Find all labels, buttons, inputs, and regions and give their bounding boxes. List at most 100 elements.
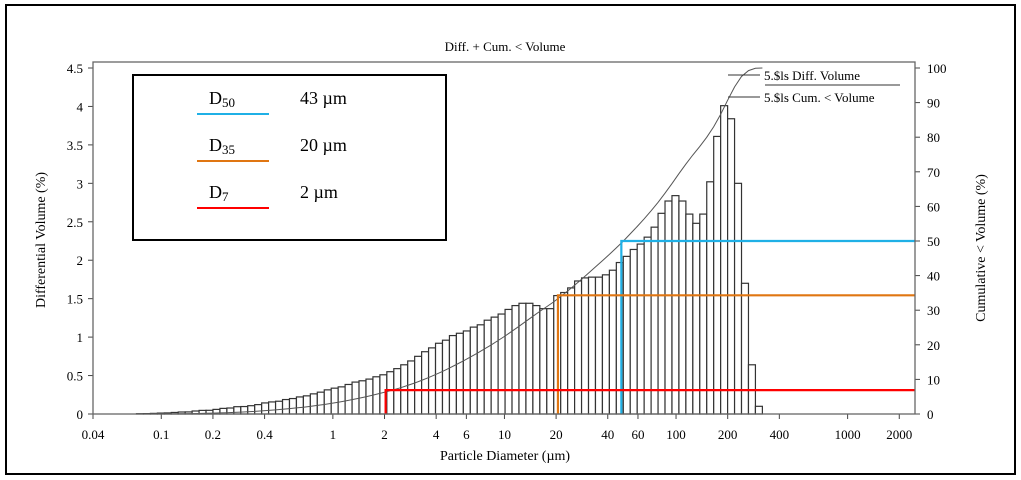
histogram-bar [414,355,423,415]
histogram-bar [490,316,499,415]
y-tick-label: 3 [77,176,84,191]
histogram-bar [261,402,270,415]
y-tick-label: 2 [77,253,84,268]
cumulative-curve [136,67,763,415]
x-tick-label: 6 [463,427,470,442]
histogram-bar [344,383,353,415]
y2-tick-label: 90 [927,96,940,111]
histogram-bar [330,387,339,415]
histogram-bar [594,276,604,415]
y2-tick-label: 20 [927,338,940,353]
histogram-bar [393,368,402,415]
x-tick-label: 0.4 [256,427,273,442]
histogram-bar [587,276,597,415]
histogram-bar [386,371,395,415]
y2-tick-label: 60 [927,199,940,214]
y-tick-label: 0.5 [67,369,83,384]
y-axis-label: Differential Volume (%) [34,172,49,308]
histogram-bar [650,226,659,415]
histogram-bar [713,135,722,415]
histogram-bar [643,236,652,415]
histogram-bar [240,405,249,415]
histogram-bar [268,401,277,415]
histogram-bar [532,304,541,415]
x-tick-label: 40 [601,427,614,442]
y-tick-label: 4 [77,99,84,114]
histogram-bar [567,287,576,415]
d50-marker-line [620,239,915,414]
legend-diff-label: 5.$ls Diff. Volume [764,68,860,83]
histogram-bar [434,342,444,415]
histogram-bar [309,393,318,415]
d7-marker-line [384,389,915,414]
histogram-bar [518,302,527,415]
x-tick-label: 400 [770,427,790,442]
y2-tick-label: 50 [927,234,940,249]
histogram-bar [733,182,743,415]
histogram-bar [233,406,242,415]
histogram-bar [671,195,680,415]
histogram-bar [608,269,617,415]
d50-legend-value: 43 µm [300,88,347,108]
histogram-bar [699,213,708,415]
histogram-bar [337,386,346,415]
y2-tick-label: 80 [927,130,940,145]
histogram-bar [546,308,555,415]
histogram-bar [372,376,381,415]
histogram-bar [469,326,478,415]
histogram-bar [323,389,332,415]
x-tick-label: 4 [433,427,440,442]
plot-frame [92,61,916,415]
x-tick-label: 0.1 [153,427,169,442]
histogram-bar [247,405,256,415]
histogram-bar [476,324,485,415]
histogram-bar [497,313,506,415]
x-tick-label: 100 [666,427,686,442]
histogram-bar [727,118,736,415]
d50-legend-name: D50 [209,88,235,110]
d35-legend-name: D35 [209,135,235,157]
x-tick-label: 1000 [835,427,861,442]
histogram-bar [281,398,291,415]
y2-tick-label: 0 [927,407,934,422]
histogram-bar [580,277,590,415]
x-tick-label: 0.04 [82,427,105,442]
histogram-bar [754,405,763,415]
series-legend: 5.$ls Diff. Volume 5.$ls Cum. < Volume [728,68,900,105]
histogram-bar [441,339,451,415]
d-value-legend: D50 43 µm D35 20 µm D7 2 µm [132,74,447,241]
histogram-bar [316,391,325,415]
x-tick-label: 1 [330,427,337,442]
outer-frame [5,4,1016,475]
y-tick-label: 0 [77,407,84,422]
y2-axis-label: Cumulative < Volume (%) [974,174,989,322]
histogram-bar [511,304,520,415]
y2-tick-label: 10 [927,372,940,387]
histogram-bar [692,222,701,415]
x-tick-label: 2 [381,427,388,442]
histogram-bar [574,280,583,415]
histogram-bar [678,200,687,415]
histogram-bar [740,282,750,415]
histogram-bar [720,105,729,415]
histogram-bar [448,334,457,415]
histogram-bar [657,212,666,415]
chart-title: Diff. + Cum. < Volume [445,39,566,54]
histogram-bar [664,200,673,415]
y2-tick-label: 40 [927,269,940,284]
x-tick-label: 200 [718,427,738,442]
y-tick-label: 2.5 [67,215,83,230]
histogram-bar [560,291,569,415]
legend-box [132,74,447,241]
histogram-bar [455,332,464,415]
histogram-bar [706,181,715,415]
histogram-bar [288,397,298,415]
histogram-bar [254,404,263,415]
histogram-bar [636,243,645,415]
y-tick-label: 1 [77,330,84,345]
x-tick-label: 2000 [886,427,912,442]
histogram-bar [421,351,430,415]
histogram-bar [504,308,513,415]
x-tick-label: 20 [550,427,563,442]
